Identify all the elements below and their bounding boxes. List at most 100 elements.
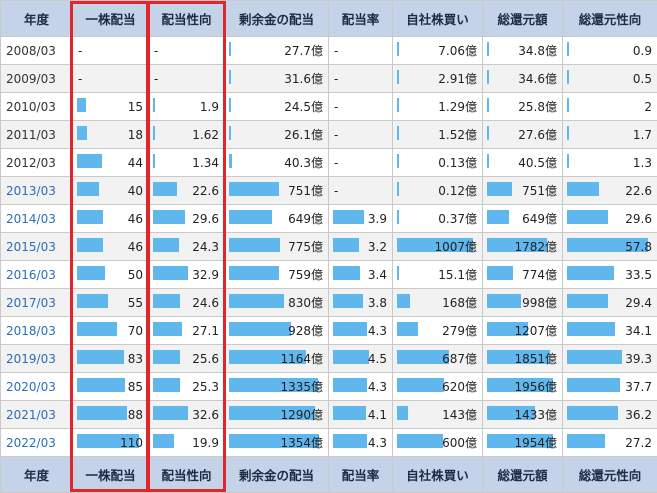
dividend-per-share-value: 83	[127, 351, 143, 366]
year-cell[interactable]: 2014/03	[0, 204, 73, 233]
buyback-cell: 620億	[392, 372, 483, 401]
col-header-total-return-ratio[interactable]: 総還元性向	[562, 0, 657, 37]
col-header-buyback[interactable]: 自社株買い	[392, 0, 483, 37]
dividend-rate-cell: -	[328, 176, 393, 205]
col-header-dividend-per-share[interactable]: 一株配当	[72, 0, 149, 37]
dividend-per-share-cell: 46	[72, 232, 149, 261]
buyback-bar	[397, 378, 444, 392]
total-return-value: 27.6億	[518, 128, 557, 142]
dividend-per-share-cell: 70	[72, 316, 149, 345]
year-cell[interactable]: 2017/03	[0, 288, 73, 317]
total-return-ratio-cell: 0.5	[562, 64, 657, 93]
dividend-rate-bar	[333, 350, 369, 364]
col-header-payout-ratio[interactable]: 配当性向	[148, 0, 225, 37]
header-row-bottom: 年度 一株配当 配当性向 剰余金の配当 配当率 自社株買い 総還元額 総還元性向	[0, 456, 657, 493]
surplus-dividend-cell: 775億	[224, 232, 329, 261]
dividend-per-share-cell: 85	[72, 372, 149, 401]
year-cell[interactable]: 2022/03	[0, 428, 73, 457]
payout-ratio-cell: 25.3	[148, 372, 225, 401]
buyback-cell: 7.06億	[392, 36, 483, 65]
payout-ratio-cell: 1.34	[148, 148, 225, 177]
dividend-per-share-bar	[77, 98, 86, 112]
total-return-cell: 27.6億	[482, 120, 563, 149]
col-header-dividend-rate[interactable]: 配当率	[328, 0, 393, 37]
buyback-bar	[397, 98, 399, 112]
total-return-value: 1954億	[514, 436, 557, 450]
surplus-dividend-value: 751億	[288, 184, 323, 198]
year-cell[interactable]: 2020/03	[0, 372, 73, 401]
surplus-dividend-value: 1354億	[280, 436, 323, 450]
surplus-dividend-value: 24.5億	[284, 100, 323, 114]
total-return-ratio-value: 1.7	[632, 127, 652, 142]
total-return-cell: 34.6億	[482, 64, 563, 93]
dividend-per-share-value: -	[78, 71, 83, 86]
dividend-rate-cell: 3.2	[328, 232, 393, 261]
dividend-per-share-cell: 50	[72, 260, 149, 289]
buyback-value: 0.13億	[438, 156, 477, 170]
payout-ratio-value: 19.9	[192, 435, 219, 450]
dividend-rate-bar	[333, 406, 366, 420]
dividend-rate-cell: 3.9	[328, 204, 393, 233]
col-header-year[interactable]: 年度	[0, 0, 73, 37]
col-footer-payout-ratio[interactable]: 配当性向	[148, 456, 225, 493]
surplus-dividend-cell: 1290億	[224, 400, 329, 429]
total-return-ratio-bar	[567, 182, 599, 196]
total-return-value: 34.8億	[518, 44, 557, 58]
dividend-rate-bar	[333, 210, 364, 224]
dividend-per-share-value: 15	[127, 99, 143, 114]
surplus-dividend-cell: 31.6億	[224, 64, 329, 93]
payout-ratio-bar	[153, 434, 174, 448]
dividend-rate-bar	[333, 294, 363, 308]
col-footer-buyback[interactable]: 自社株買い	[392, 456, 483, 493]
payout-ratio-cell: 24.6	[148, 288, 225, 317]
table-row: 2020/03 85 25.3 1335億 4.3 620億 1956億 37.7	[0, 372, 657, 401]
col-footer-dividend-per-share[interactable]: 一株配当	[72, 456, 149, 493]
total-return-bar	[487, 210, 509, 224]
total-return-value: 1956億	[514, 380, 557, 394]
total-return-cell: 1956億	[482, 372, 563, 401]
col-footer-total-return[interactable]: 総還元額	[482, 456, 563, 493]
buyback-bar	[397, 238, 473, 252]
total-return-ratio-bar	[567, 238, 648, 252]
dividend-per-share-cell: 83	[72, 344, 149, 373]
payout-ratio-value: 24.3	[192, 239, 219, 254]
table-row: 2013/03 40 22.6 751億 -0.12億 751億 22.6	[0, 176, 657, 205]
dividend-rate-cell: -	[328, 148, 393, 177]
year-cell[interactable]: 2019/03	[0, 344, 73, 373]
payout-ratio-cell: 1.62	[148, 120, 225, 149]
table-row: 2010/03 15 1.9 24.5億 - 1.29億 25.8億 2	[0, 92, 657, 121]
table-row: 2019/03 83 25.6 1164億 4.5 687億 1851億 39.3	[0, 344, 657, 373]
surplus-dividend-bar	[229, 266, 279, 280]
col-footer-year[interactable]: 年度	[0, 456, 73, 493]
year-cell[interactable]: 2018/03	[0, 316, 73, 345]
payout-ratio-bar	[153, 266, 188, 280]
surplus-dividend-value: 1335億	[280, 380, 323, 394]
year-cell[interactable]: 2015/03	[0, 232, 73, 261]
col-footer-dividend-rate[interactable]: 配当率	[328, 456, 393, 493]
col-header-total-return[interactable]: 総還元額	[482, 0, 563, 37]
payout-ratio-bar	[153, 406, 188, 420]
total-return-ratio-value: 1.3	[632, 155, 652, 170]
total-return-bar	[487, 378, 553, 392]
total-return-value: 774億	[522, 268, 557, 282]
total-return-ratio-value: 37.7	[625, 379, 652, 394]
year-cell[interactable]: 2016/03	[0, 260, 73, 289]
col-header-surplus-dividend[interactable]: 剰余金の配当	[224, 0, 329, 37]
col-footer-total-return-ratio[interactable]: 総還元性向	[562, 456, 657, 493]
dividend-per-share-value: 85	[127, 379, 143, 394]
payout-ratio-bar	[153, 126, 155, 140]
buyback-cell: 1.52億	[392, 120, 483, 149]
buyback-bar	[397, 294, 410, 308]
payout-ratio-bar	[153, 350, 180, 364]
total-return-ratio-bar	[567, 210, 608, 224]
buyback-bar	[397, 42, 399, 56]
buyback-bar	[397, 406, 408, 420]
buyback-cell: 1007億	[392, 232, 483, 261]
payout-ratio-value: 25.6	[192, 351, 219, 366]
surplus-dividend-bar	[229, 322, 291, 336]
col-footer-surplus-dividend[interactable]: 剰余金の配当	[224, 456, 329, 493]
year-cell: 2011/03	[0, 120, 73, 149]
year-cell[interactable]: 2013/03	[0, 176, 73, 205]
year-cell[interactable]: 2021/03	[0, 400, 73, 429]
total-return-cell: 1433億	[482, 400, 563, 429]
